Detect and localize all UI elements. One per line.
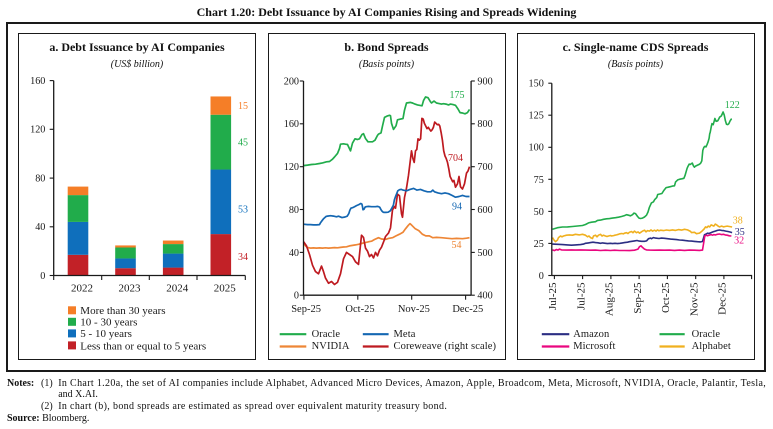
svg-text:38: 38 bbox=[732, 216, 742, 227]
svg-text:NVIDIA: NVIDIA bbox=[311, 341, 349, 352]
svg-text:Coreweave (right scale): Coreweave (right scale) bbox=[393, 341, 496, 352]
svg-text:Nov-25: Nov-25 bbox=[397, 304, 429, 315]
svg-text:122: 122 bbox=[724, 100, 739, 111]
svg-text:700: 700 bbox=[477, 162, 492, 173]
svg-text:2022: 2022 bbox=[71, 283, 93, 295]
svg-text:120: 120 bbox=[30, 125, 45, 136]
svg-text:160: 160 bbox=[30, 76, 45, 87]
svg-text:2023: 2023 bbox=[119, 283, 142, 295]
svg-text:Meta: Meta bbox=[393, 329, 415, 340]
svg-text:Sep-25: Sep-25 bbox=[631, 282, 643, 314]
svg-text:200: 200 bbox=[283, 76, 298, 87]
svg-text:600: 600 bbox=[477, 205, 492, 216]
svg-text:15: 15 bbox=[238, 101, 248, 112]
svg-text:Less than or equal to 5 years: Less than or equal to 5 years bbox=[80, 340, 206, 352]
svg-text:0: 0 bbox=[293, 291, 298, 302]
svg-text:2025: 2025 bbox=[214, 283, 237, 295]
svg-text:25: 25 bbox=[533, 239, 543, 250]
svg-text:40: 40 bbox=[288, 248, 298, 259]
svg-text:Oct-25: Oct-25 bbox=[345, 304, 374, 315]
svg-text:Nov-25: Nov-25 bbox=[688, 282, 700, 316]
svg-text:150: 150 bbox=[528, 79, 543, 90]
svg-text:900: 900 bbox=[477, 76, 492, 87]
svg-text:5 - 10 years: 5 - 10 years bbox=[80, 328, 132, 340]
svg-text:Jul-25: Jul-25 bbox=[575, 282, 587, 310]
svg-text:80: 80 bbox=[35, 174, 45, 185]
svg-text:Aug-25: Aug-25 bbox=[603, 282, 615, 316]
svg-text:Alphabet: Alphabet bbox=[691, 341, 730, 352]
svg-text:Oracle: Oracle bbox=[691, 329, 720, 340]
svg-text:75: 75 bbox=[533, 175, 543, 186]
svg-text:Dec-25: Dec-25 bbox=[452, 304, 483, 315]
svg-text:0: 0 bbox=[538, 271, 543, 282]
svg-text:More than 30 years: More than 30 years bbox=[80, 305, 165, 317]
svg-text:2024: 2024 bbox=[166, 283, 189, 295]
svg-text:94: 94 bbox=[452, 202, 462, 213]
svg-text:120: 120 bbox=[283, 162, 298, 173]
svg-text:400: 400 bbox=[477, 291, 492, 302]
svg-text:100: 100 bbox=[528, 143, 543, 154]
svg-text:Sep-25: Sep-25 bbox=[291, 304, 321, 315]
svg-text:53: 53 bbox=[238, 205, 248, 216]
svg-text:40: 40 bbox=[35, 222, 45, 233]
svg-text:34: 34 bbox=[238, 252, 248, 263]
svg-text:54: 54 bbox=[451, 240, 461, 251]
svg-text:35: 35 bbox=[734, 227, 744, 238]
svg-text:Dec-25: Dec-25 bbox=[716, 282, 728, 315]
svg-text:50: 50 bbox=[533, 207, 543, 218]
svg-text:32: 32 bbox=[734, 235, 744, 246]
svg-text:800: 800 bbox=[477, 119, 492, 130]
svg-text:Oct-25: Oct-25 bbox=[660, 282, 672, 313]
svg-text:175: 175 bbox=[449, 90, 464, 101]
svg-text:704: 704 bbox=[448, 153, 463, 164]
svg-text:0: 0 bbox=[40, 271, 45, 282]
svg-text:10 - 30 years: 10 - 30 years bbox=[80, 317, 137, 329]
svg-text:Jul-25: Jul-25 bbox=[547, 282, 559, 310]
svg-text:80: 80 bbox=[288, 205, 298, 216]
svg-text:Oracle: Oracle bbox=[311, 329, 340, 340]
svg-text:Microsoft: Microsoft bbox=[573, 341, 615, 352]
svg-text:Amazon: Amazon bbox=[573, 329, 610, 340]
svg-text:125: 125 bbox=[528, 111, 543, 122]
svg-text:45: 45 bbox=[238, 138, 248, 149]
svg-text:160: 160 bbox=[283, 119, 298, 130]
svg-text:500: 500 bbox=[477, 248, 492, 259]
